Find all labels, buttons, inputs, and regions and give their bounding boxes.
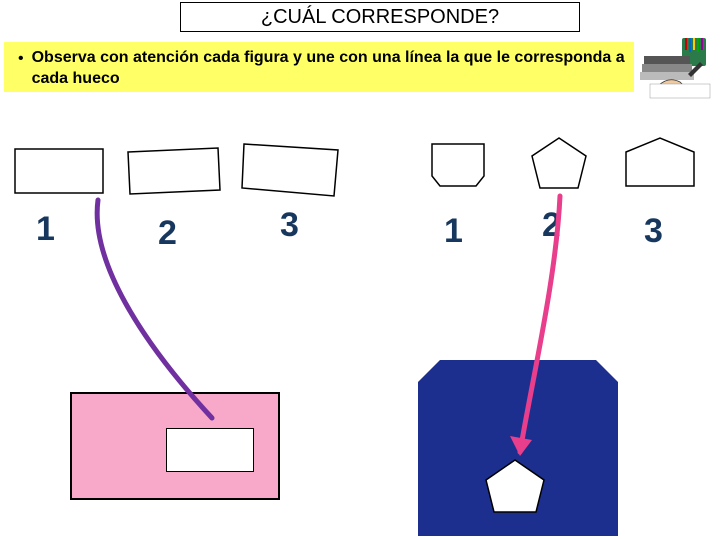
connection-lines <box>0 0 720 540</box>
